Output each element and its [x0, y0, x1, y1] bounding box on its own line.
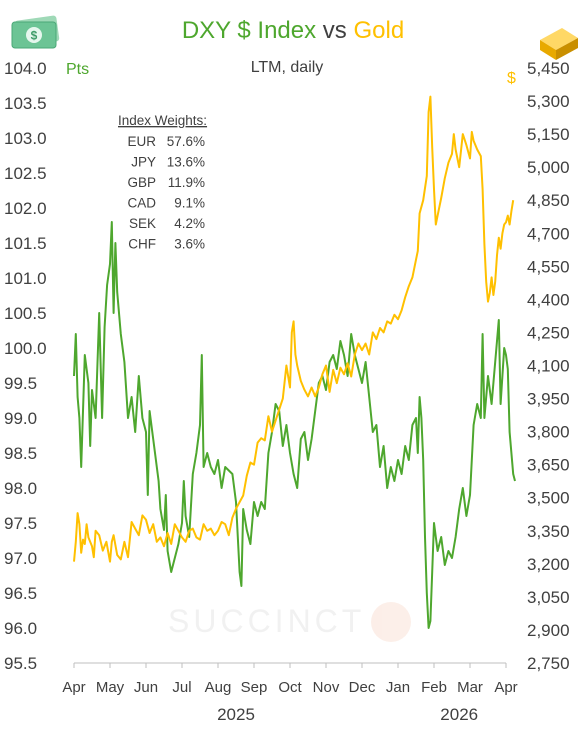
y-left-tick-label: 100.5	[4, 304, 47, 323]
x-tick-label: Feb	[421, 679, 447, 696]
x-tick-label: Apr	[62, 679, 85, 696]
index-weights: Index Weights: EUR 57.6% JPY 13.6% GBP 11.9% C…	[118, 113, 207, 252]
x-tick-label: Nov	[313, 679, 340, 696]
y-right-tick-label: 4,850	[527, 191, 570, 210]
left-axis-unit: Pts	[66, 61, 89, 78]
y-right-tick-label: 3,500	[527, 489, 570, 508]
y-right-tick-label: 4,400	[527, 290, 570, 309]
y-right-tick-label: 2,750	[527, 654, 570, 673]
weight-ccy-sek: SEK	[129, 216, 156, 231]
y-left-tick-label: 96.0	[4, 619, 37, 638]
y-right-tick-label: 3,650	[527, 456, 570, 475]
y-right-tick-label: 4,700	[527, 224, 570, 243]
y-left-tick-label: 97.5	[4, 514, 37, 533]
title-dxy: DXY $ Index	[182, 17, 316, 44]
y-right-tick-label: 2,900	[527, 621, 570, 640]
gold-bar-icon	[540, 28, 578, 60]
y-right-tick-label: 5,300	[527, 92, 570, 111]
watermark-logo-icon	[371, 602, 411, 642]
y-right-tick-label: 4,250	[527, 323, 570, 342]
y-right-tick-label: 3,350	[527, 522, 570, 541]
x-tick-label: Aug	[205, 679, 232, 696]
y-left-tick-label: 96.5	[4, 584, 37, 603]
x-tick-label: May	[96, 679, 125, 696]
watermark: SUCCINCT	[168, 602, 411, 642]
gold-series-line	[73, 95, 515, 563]
chart-title: DXY $ Index vs Gold	[182, 17, 404, 44]
weight-ccy-gbp: GBP	[127, 175, 156, 190]
y-right-tick-label: 3,800	[527, 423, 570, 442]
x-tick-label: Mar	[457, 679, 483, 696]
y-left-tick-label: 99.5	[4, 374, 37, 393]
title-gold: Gold	[353, 17, 404, 44]
y-left-tick-label: 102.5	[4, 164, 47, 183]
x-tick-label: Jul	[172, 679, 191, 696]
y-right-tick-label: 4,100	[527, 357, 570, 376]
y-right-tick-label: 5,150	[527, 125, 570, 144]
x-tick-label: Oct	[278, 679, 302, 696]
y-left-tick-label: 101.5	[4, 234, 47, 253]
weight-pct-sek: 4.2%	[174, 216, 205, 231]
y-left-tick-label: 102.0	[4, 199, 47, 218]
weight-pct-chf: 3.6%	[174, 237, 205, 252]
x-tick-label: Dec	[349, 679, 376, 696]
y-left-tick-label: 103.5	[4, 94, 47, 113]
weight-ccy-jpy: JPY	[131, 155, 156, 170]
axes: 95.5 96.0 96.5 97.0 97.5 98.0 98.5 99.0 99.5 100.…	[4, 59, 570, 724]
series-layer	[73, 95, 516, 629]
y-left-tick-label: 95.5	[4, 654, 37, 673]
year-label: 2026	[440, 705, 478, 724]
weight-ccy-chf: CHF	[128, 237, 156, 252]
dxy-series-line	[73, 221, 516, 629]
x-tick-label: Sep	[241, 679, 268, 696]
x-tick-label: Jan	[386, 679, 410, 696]
weights-title: Index Weights:	[118, 113, 207, 128]
y-right-tick-label: 3,050	[527, 588, 570, 607]
x-tick-label: Jun	[134, 679, 158, 696]
y-left-tick-label: 99.0	[4, 409, 37, 428]
chart-subtitle: LTM, daily	[251, 59, 324, 76]
weight-pct-jpy: 13.6%	[167, 155, 205, 170]
weight-pct-cad: 9.1%	[174, 196, 205, 211]
y-left-tick-label: 98.0	[4, 479, 37, 498]
dollar-bill-icon: $	[11, 15, 60, 49]
right-axis-unit: $	[507, 70, 516, 87]
weight-ccy-cad: CAD	[127, 196, 156, 211]
y-right-tick-label: 5,450	[527, 59, 570, 78]
y-left-tick-label: 101.0	[4, 269, 47, 288]
y-left-tick-label: 104.0	[4, 59, 47, 78]
y-left-tick-label: 98.5	[4, 444, 37, 463]
y-right-tick-label: 3,950	[527, 390, 570, 409]
y-left-tick-label: 100.0	[4, 339, 47, 358]
y-right-tick-label: 5,000	[527, 158, 570, 177]
year-label: 2025	[217, 705, 255, 724]
weight-pct-eur: 57.6%	[167, 134, 205, 149]
x-tick-label: Apr	[494, 679, 517, 696]
weight-pct-gbp: 11.9%	[168, 175, 205, 190]
y-right-tick-label: 4,550	[527, 257, 570, 276]
svg-text:$: $	[31, 29, 38, 43]
y-left-tick-label: 103.0	[4, 129, 47, 148]
weight-ccy-eur: EUR	[127, 134, 156, 149]
y-left-tick-label: 97.0	[4, 549, 37, 568]
y-right-tick-label: 3,200	[527, 555, 570, 574]
title-vs: vs	[323, 17, 347, 44]
watermark-text: SUCCINCT	[168, 603, 365, 639]
